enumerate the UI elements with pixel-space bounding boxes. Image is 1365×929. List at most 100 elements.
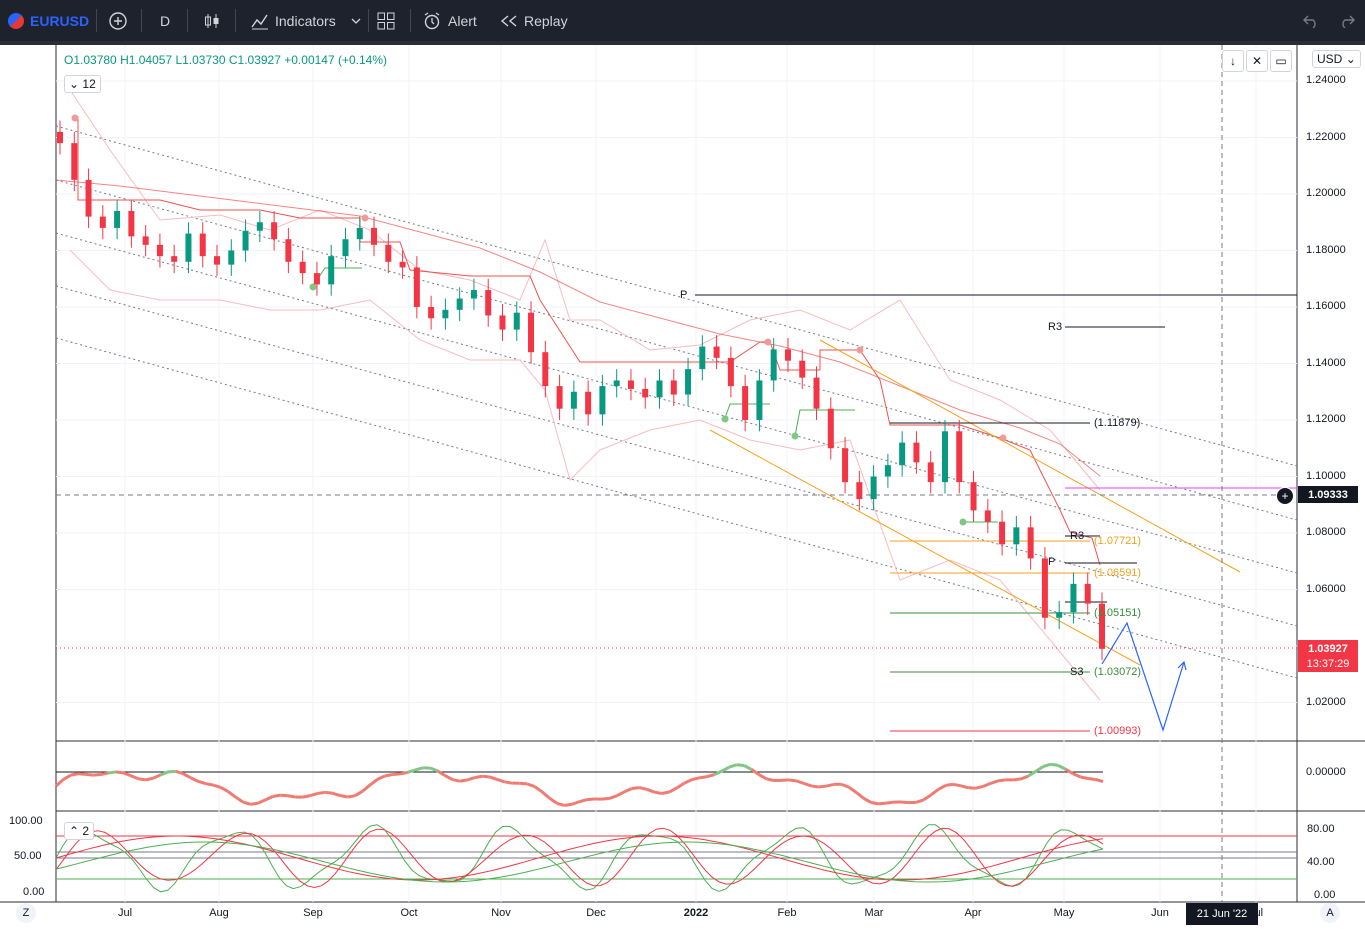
candle-body [356, 227, 363, 240]
candle-body [685, 369, 692, 395]
candle-body [171, 256, 178, 262]
osc1-segment [482, 774, 490, 779]
osc1-segment [108, 770, 117, 775]
indicators-dropdown[interactable] [351, 0, 361, 41]
osc1-segment [571, 800, 580, 806]
osc1-segment [1050, 762, 1059, 767]
osc1-segment [728, 763, 738, 769]
symbol-search[interactable]: EURUSD [8, 0, 89, 41]
osc1-segment [175, 769, 184, 776]
osc1-segment [436, 769, 446, 777]
osc1-segment [160, 770, 169, 777]
layout-button[interactable] [377, 0, 395, 41]
candle-body [285, 239, 292, 262]
candle-body [114, 210, 121, 228]
osc1-segment [631, 786, 640, 790]
osc2-right-axis-0: 0.00 [1314, 889, 1336, 901]
indicators-button[interactable]: Indicators [250, 0, 336, 41]
osc1-segment [332, 791, 341, 797]
candle-body [242, 230, 249, 251]
osc1-segment [100, 771, 109, 776]
price-axis-label: 1.12000 [1306, 413, 1346, 425]
candle-body [556, 386, 563, 409]
maximize-button[interactable]: ▭ [1270, 50, 1292, 72]
osc1-segment [713, 769, 723, 777]
pivot-label-lower: P [1048, 556, 1056, 568]
legend-open: O1.03780 [64, 53, 117, 67]
osc1-segment [197, 779, 207, 786]
osc-toggle[interactable]: ⌃ 2 [64, 822, 95, 840]
chart-type-button[interactable] [202, 0, 222, 41]
candle-body [442, 309, 449, 319]
candle-body [870, 476, 877, 500]
osc1-segment [862, 797, 872, 804]
osc1-segment [189, 776, 199, 783]
candle-body [214, 256, 221, 265]
osc1-segment [407, 768, 416, 774]
candle-body [256, 222, 263, 231]
candle-body [185, 233, 192, 262]
candle-body [199, 233, 206, 257]
price-axis-label: 1.06000 [1306, 582, 1346, 595]
candle-body [1027, 527, 1034, 559]
candle-body [699, 346, 706, 370]
osc1-segment [1020, 774, 1029, 781]
osc2-line [55, 824, 1104, 893]
osc1-segment [85, 772, 94, 777]
pivot-label: P [680, 289, 688, 301]
candle-body [499, 315, 506, 330]
candle-body [941, 431, 948, 483]
add-alert-icon[interactable]: + [1276, 487, 1294, 505]
undo-button[interactable] [1302, 0, 1320, 41]
candle-body [1084, 583, 1091, 604]
rewind-icon [500, 14, 517, 27]
osc1-segment [818, 784, 827, 789]
indicator-toggle[interactable]: ⌄ 12 [64, 75, 101, 93]
osc1-segment [272, 793, 281, 798]
candle-body [371, 227, 378, 245]
alert-label: Alert [448, 12, 477, 29]
interval-button[interactable]: D [160, 0, 170, 41]
scroll-down-button[interactable]: ↓ [1222, 50, 1244, 72]
support-trail [312, 267, 998, 523]
arrow-down-icon: ↓ [1230, 54, 1236, 68]
collapse-icon: ✕ [1251, 54, 1263, 68]
price-axis-label: 1.24000 [1306, 74, 1346, 86]
toolbar-divider [235, 9, 236, 32]
time-axis-label: May [1053, 907, 1075, 919]
osc2-line [55, 827, 1104, 889]
price-axis-label: 1.08000 [1306, 526, 1346, 538]
alert-button[interactable]: Alert [422, 0, 477, 41]
osc1-segment [564, 802, 573, 807]
osc1-segment [870, 801, 879, 806]
candle-body [856, 482, 863, 500]
projection-path [1101, 621, 1185, 732]
candle-body [513, 312, 520, 330]
redo-button[interactable] [1338, 0, 1356, 41]
osc1-segment [354, 789, 364, 797]
toolbar-bottom-border [0, 41, 1365, 45]
time-axis-label: Oct [400, 907, 418, 919]
chevron-down-icon: ⌄ [69, 77, 80, 91]
compare-button[interactable] [108, 0, 128, 41]
candle-body [85, 179, 92, 217]
indicators-label: Indicators [275, 12, 336, 29]
candle-body [656, 380, 663, 398]
osc2-left-axis-100: 100.00 [9, 815, 43, 827]
currency-select[interactable]: USD ⌄ [1312, 50, 1361, 68]
osc1-segment [750, 768, 760, 776]
auto-scale-button[interactable]: A [1320, 903, 1340, 923]
time-axis-label: Jun [1151, 907, 1169, 919]
fib-label-6: (1.00993) [1094, 725, 1142, 737]
osc1-segment [675, 781, 686, 790]
osc1-segment [661, 790, 670, 795]
osc-count: 2 [82, 824, 90, 838]
zoom-toggle-button[interactable]: Z [16, 903, 36, 923]
osc1-segment [219, 786, 229, 793]
fib-label-1: (1.11879) [1094, 417, 1141, 429]
countdown-tag: 13:37:29 [1298, 655, 1358, 672]
replay-button[interactable]: Replay [500, 0, 568, 41]
fib-label-3: (1.06591) [1094, 567, 1142, 579]
collapse-button[interactable]: ✕ [1246, 50, 1268, 72]
